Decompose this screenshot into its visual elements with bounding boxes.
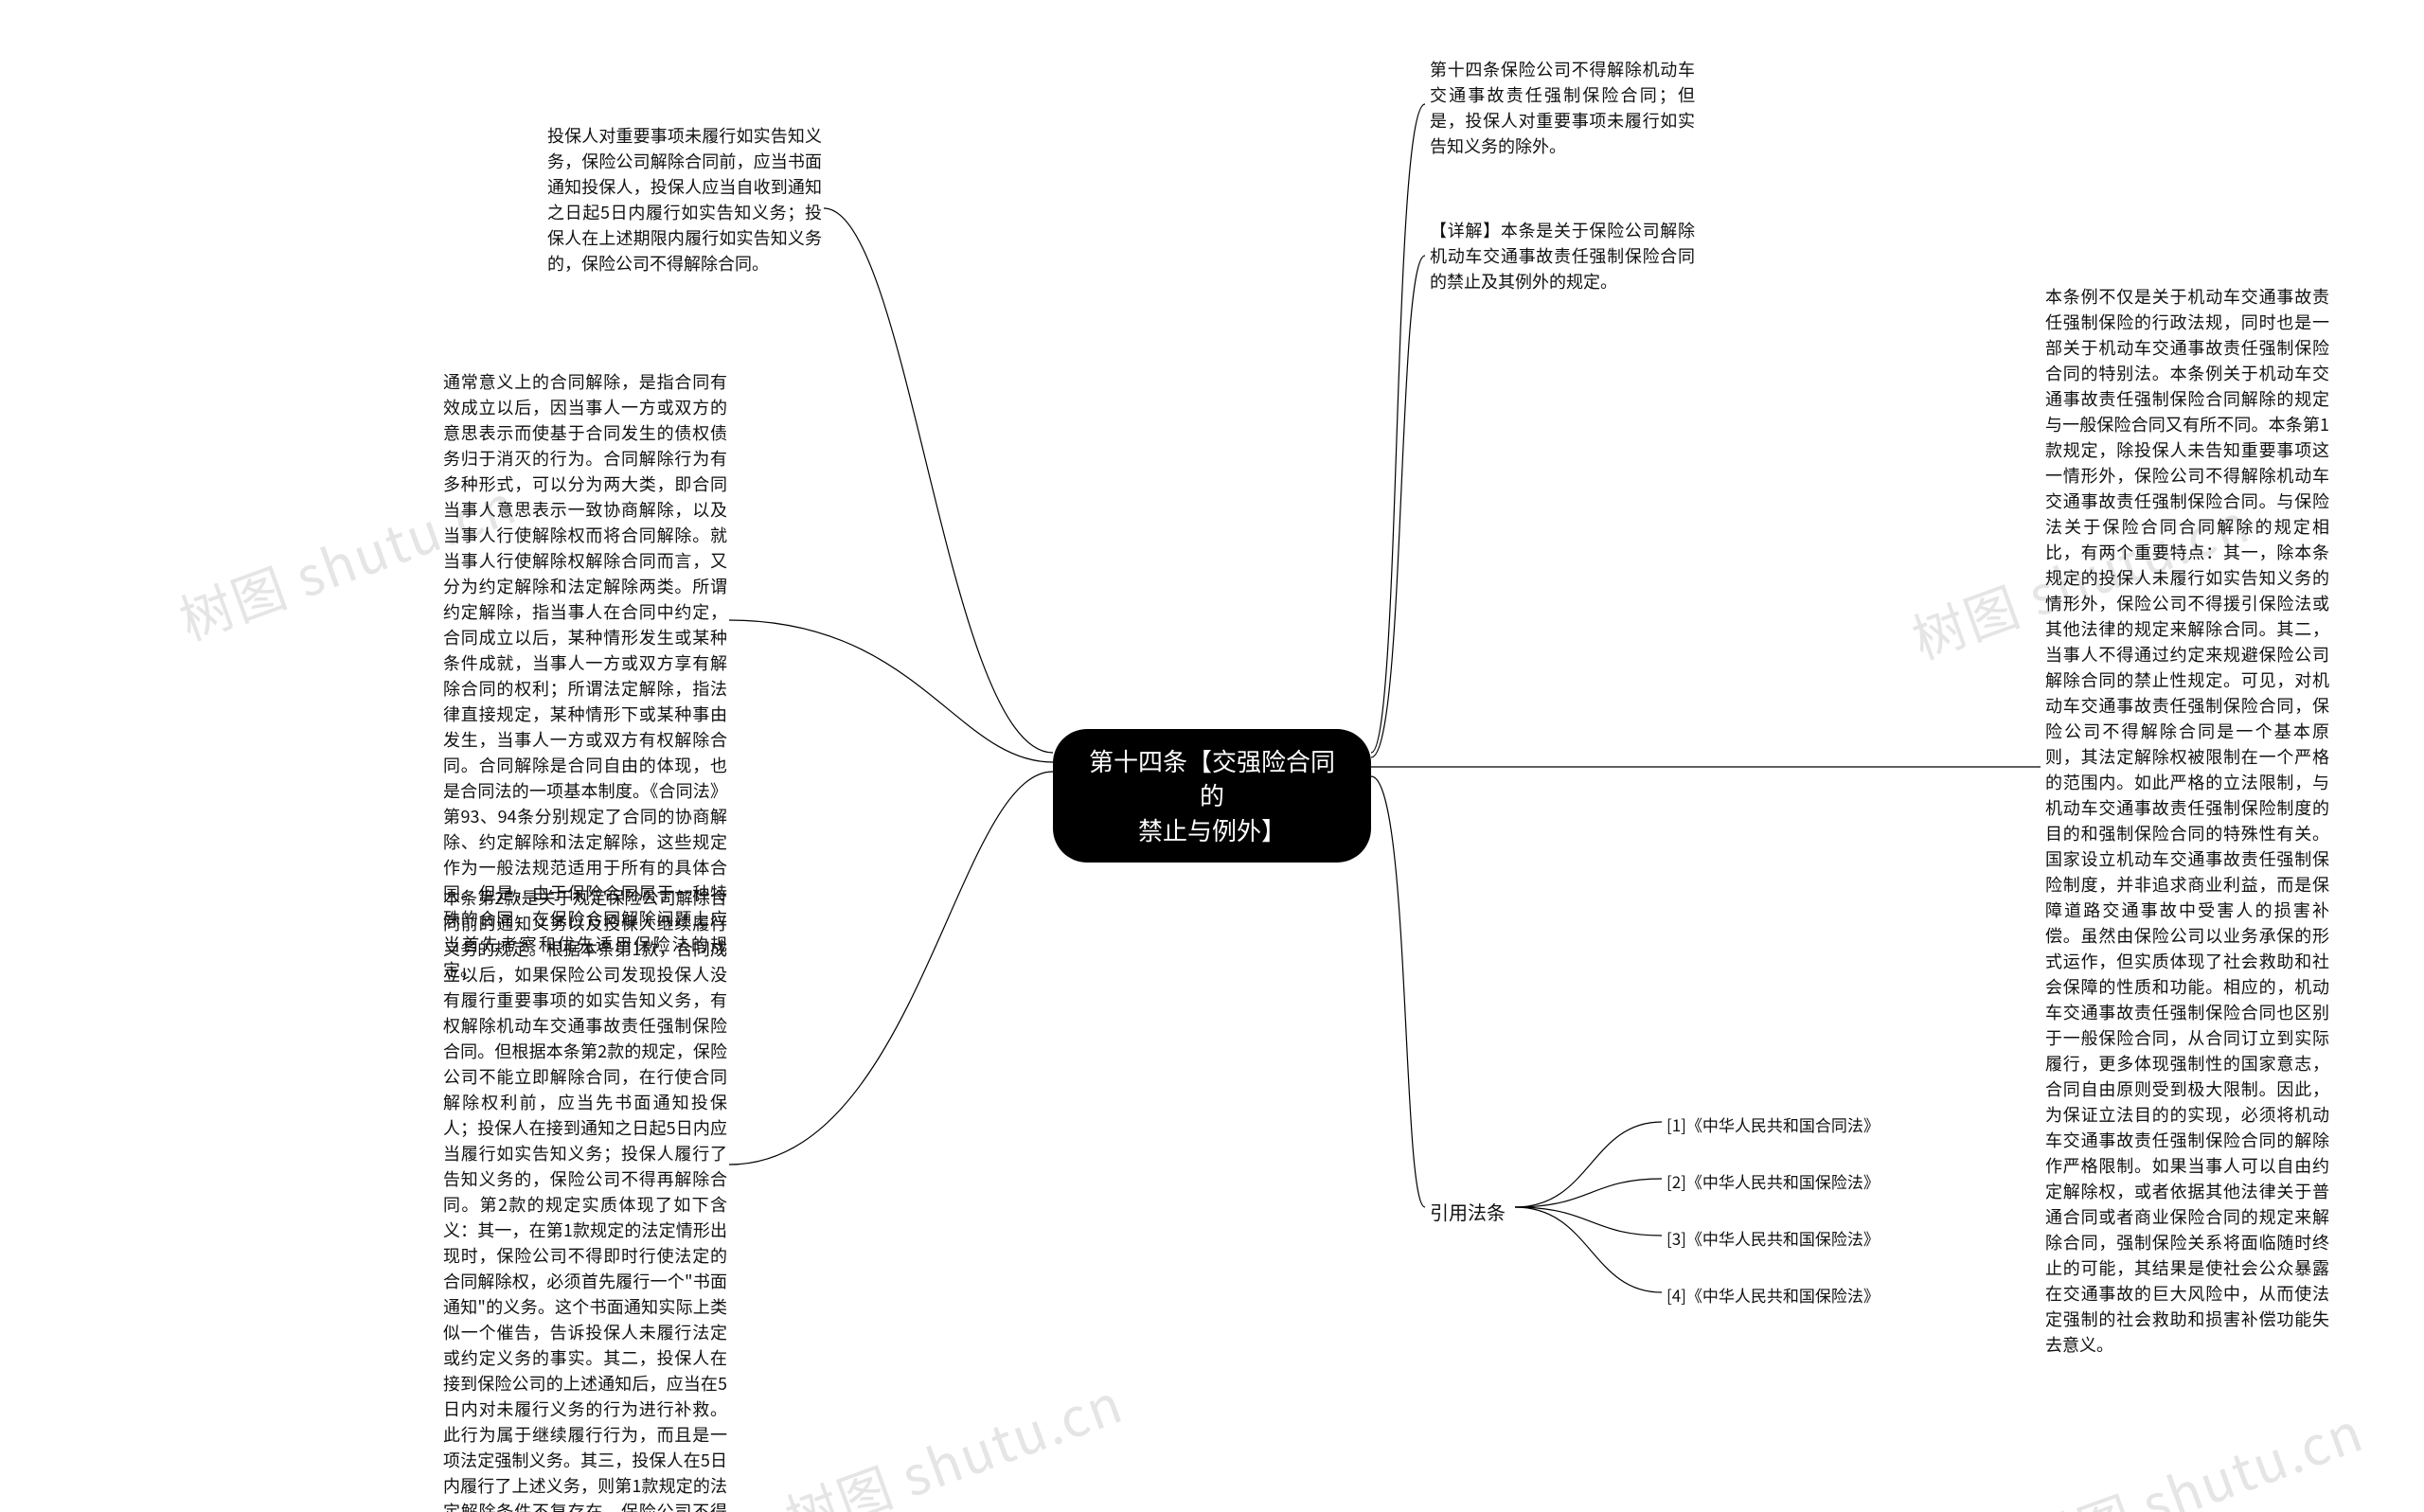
ref-item[interactable]: [2]《中华人民共和国保险法》 — [1666, 1169, 1880, 1193]
ref-item[interactable]: [3]《中华人民共和国保险法》 — [1666, 1226, 1880, 1250]
ref-group-label[interactable]: 引用法条 — [1430, 1198, 1506, 1225]
left-node-1[interactable]: 投保人对重要事项未履行如实告知义务，保险公司解除合同前，应当书面通知投保人，投保… — [547, 123, 822, 276]
watermark: 树图 shutu.cn — [774, 1362, 1132, 1512]
watermark: 树图 shutu.cn — [2014, 1391, 2373, 1512]
right-node-3[interactable]: 本条例不仅是关于机动车交通事故责任强制保险的行政法规，同时也是一部关于机动车交通… — [2045, 284, 2329, 1358]
right-node-2[interactable]: 【详解】本条是关于保险公司解除机动车交通事故责任强制保险合同的禁止及其例外的规定… — [1430, 218, 1695, 294]
ref-item[interactable]: [1]《中华人民共和国合同法》 — [1666, 1112, 1880, 1136]
right-node-1[interactable]: 第十四条保险公司不得解除机动车交通事故责任强制保险合同；但是，投保人对重要事项未… — [1430, 57, 1695, 159]
left-node-3[interactable]: 本条第2款是关于规定保险公司解除合同前的通知义务以及投保人继续履行义务的规定。根… — [443, 885, 727, 1512]
center-node[interactable]: 第十四条【交强险合同的 禁止与例外】 — [1053, 729, 1371, 863]
mindmap-canvas: 树图 shutu.cn 树图 shutu.cn 树图 shutu.cn 树图 s… — [0, 0, 2424, 1512]
ref-item[interactable]: [4]《中华人民共和国保险法》 — [1666, 1283, 1880, 1307]
